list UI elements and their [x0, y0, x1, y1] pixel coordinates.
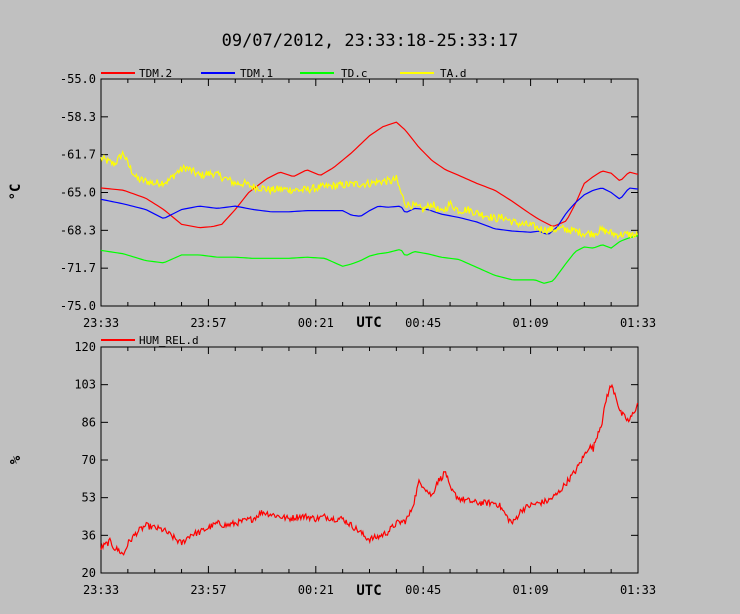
legend-label-tdm1: TDM.1: [240, 67, 273, 80]
x-tick-label-temperature: 01:33: [620, 316, 656, 330]
y-axis-label-temperature: °C: [8, 184, 24, 201]
x-tick-label-humidity: 01:09: [513, 583, 549, 597]
legend-bottom: HUM_REL.d: [101, 334, 199, 347]
y-tick-label-humidity: 20: [82, 566, 96, 580]
series-line-td-c: [100, 235, 639, 284]
y-tick-label-humidity: 53: [82, 491, 96, 505]
ticks-layer: -55.0 -58.3 -61.7 -65.0 -68.3 -71.7 -75.0 23:33…: [60, 72, 656, 597]
series-layer: [100, 121, 639, 556]
y-tick-label-temperature: -58.3: [60, 110, 96, 124]
x-tick-label-temperature: 00:21: [298, 316, 334, 330]
x-tick-label-temperature: 23:57: [190, 316, 226, 330]
x-tick-label-temperature: 01:09: [513, 316, 549, 330]
y-tick-label-temperature: -68.3: [60, 223, 96, 237]
y-tick-label-humidity: 120: [74, 340, 96, 354]
x-tick-label-humidity: 23:33: [83, 583, 119, 597]
series-line-ta-d: [100, 149, 639, 241]
series-line-tdm-1: [100, 187, 639, 235]
legend-label-tdc: TD.c: [341, 67, 368, 80]
y-tick-label-temperature: -71.7: [60, 261, 96, 275]
x-tick-label-temperature: 23:33: [83, 316, 119, 330]
series-line-tdm-2: [100, 121, 639, 229]
legend-label-tdm2: TDM.2: [139, 67, 172, 80]
x-axis-label-humidity: UTC: [356, 583, 381, 599]
x-axis-label-temperature: UTC: [356, 315, 381, 331]
y-tick-label-temperature: -75.0: [60, 299, 96, 313]
y-axis-label-humidity: %: [8, 455, 24, 464]
series-line-hum-rel-d: [100, 383, 639, 556]
x-tick-label-humidity: 01:33: [620, 583, 656, 597]
x-tick-label-temperature: 00:45: [405, 316, 441, 330]
y-tick-label-temperature: -61.7: [60, 148, 96, 162]
y-tick-label-humidity: 103: [74, 378, 96, 392]
legend-label-humrel: HUM_REL.d: [139, 334, 199, 347]
x-tick-label-humidity: 23:57: [190, 583, 226, 597]
y-tick-label-humidity: 36: [82, 528, 96, 542]
legend-top: TDM.2 TDM.1 TD.c TA.d: [101, 67, 467, 80]
x-tick-label-humidity: 00:45: [405, 583, 441, 597]
y-tick-label-temperature: -55.0: [60, 72, 96, 86]
legend-label-tad: TA.d: [440, 67, 467, 80]
plot-frame-humidity: [100, 346, 639, 574]
y-tick-label-humidity: 70: [82, 453, 96, 467]
plot-frame-temperature: [100, 78, 639, 307]
y-tick-label-temperature: -65.0: [60, 186, 96, 200]
y-tick-label-humidity: 86: [82, 415, 96, 429]
x-tick-label-humidity: 00:21: [298, 583, 334, 597]
chart-title: 09/07/2012, 23:33:18-25:33:17: [222, 31, 519, 51]
